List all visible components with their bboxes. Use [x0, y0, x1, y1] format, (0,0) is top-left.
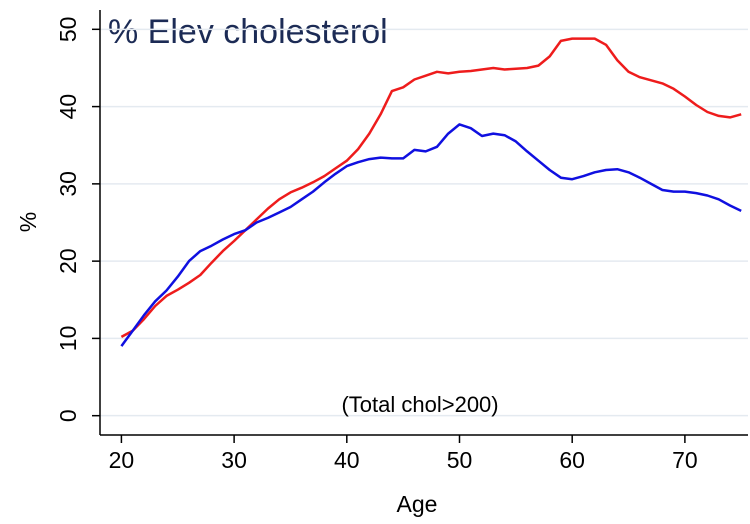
line-series [120, 123, 742, 347]
annotation: (Total chol>200) [341, 392, 498, 417]
x-tick-label: 70 [672, 447, 698, 473]
y-tick-label: 40 [55, 94, 81, 120]
y-axis-title: % [15, 212, 41, 232]
x-axis-title: Age [397, 491, 438, 517]
chart-title: % Elev cholesterol [108, 13, 388, 51]
x-tick-label: 30 [221, 447, 247, 473]
x-tick-label: 40 [334, 447, 360, 473]
y-tick-label: 10 [55, 326, 81, 352]
x-tick-label: 50 [447, 447, 473, 473]
x-tick-label: 60 [559, 447, 585, 473]
y-tick-label: 50 [55, 17, 81, 43]
x-tick-label: 20 [109, 447, 135, 473]
y-tick-label: 20 [55, 248, 81, 274]
y-tick-label: 30 [55, 171, 81, 197]
line-series [120, 37, 742, 338]
y-tick-label: 0 [55, 409, 81, 422]
